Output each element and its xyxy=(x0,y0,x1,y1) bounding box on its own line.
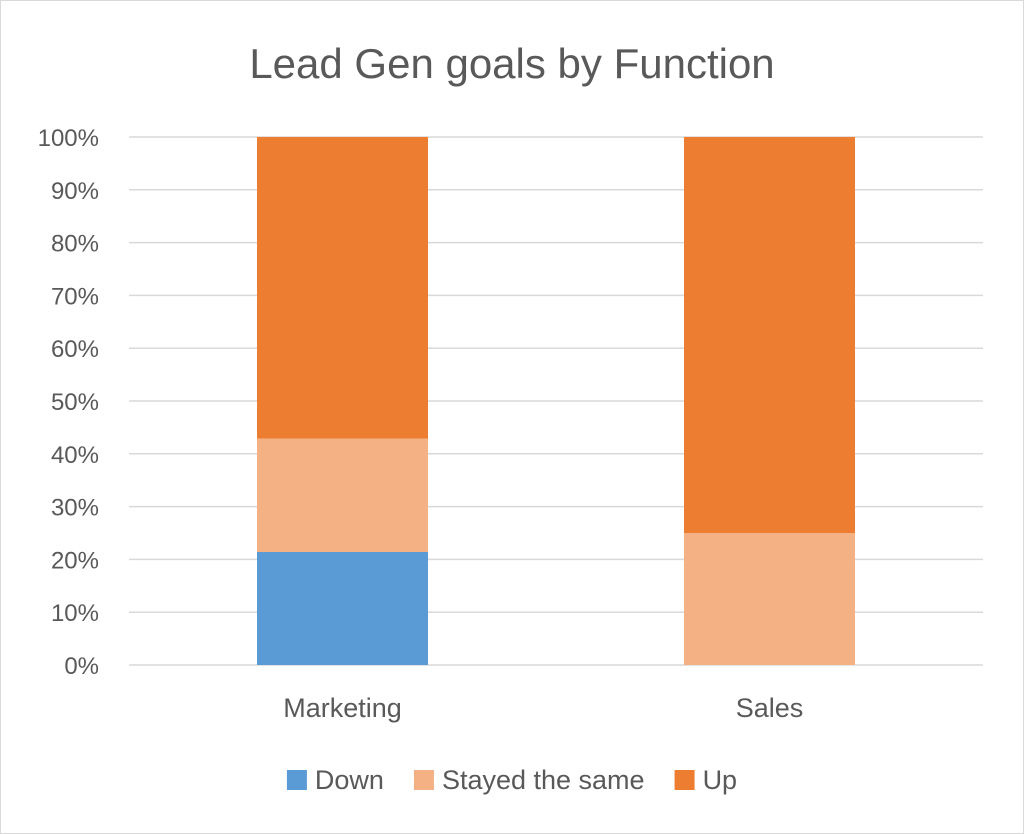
y-tick-label: 40% xyxy=(51,442,99,469)
y-tick-label: 90% xyxy=(51,178,99,205)
bar-segment-marketing-up xyxy=(257,137,428,439)
legend-label: Stayed the same xyxy=(442,765,645,795)
y-tick-label: 60% xyxy=(51,336,99,363)
x-axis-tick-labels: Marketing Sales xyxy=(283,693,803,723)
x-tick-label: Sales xyxy=(736,693,804,723)
bar-segment-marketing-down xyxy=(257,552,428,665)
chart-title: Lead Gen goals by Function xyxy=(249,40,774,87)
legend: Down Stayed the same Up xyxy=(286,765,738,795)
y-tick-label: 80% xyxy=(51,231,99,258)
bars xyxy=(257,137,855,665)
y-tick-label: 50% xyxy=(51,389,99,416)
y-tick-label: 0% xyxy=(64,653,99,680)
legend-label: Down xyxy=(315,765,384,795)
y-tick-label: 10% xyxy=(51,600,99,627)
y-tick-label: 70% xyxy=(51,283,99,310)
legend-item: Stayed the same xyxy=(413,765,645,795)
bar-segment-sales-stayed-the-same xyxy=(684,533,855,665)
legend-swatch xyxy=(286,770,307,790)
legend-swatch xyxy=(674,770,695,790)
legend-item: Down xyxy=(286,765,384,795)
y-tick-label: 20% xyxy=(51,547,99,574)
legend-label: Up xyxy=(703,765,738,795)
y-tick-label: 100% xyxy=(38,125,99,152)
y-axis-tick-labels: 0% 10% 20% 30% 40% 50% 60% 70% 80% 90% 100% xyxy=(38,125,99,680)
legend-swatch xyxy=(413,770,434,790)
legend-item: Up xyxy=(674,765,738,795)
x-tick-label: Marketing xyxy=(283,693,402,723)
bar-segment-marketing-stayed-the-same xyxy=(257,438,428,553)
y-tick-label: 30% xyxy=(51,495,99,522)
bar-segment-sales-up xyxy=(684,137,855,533)
